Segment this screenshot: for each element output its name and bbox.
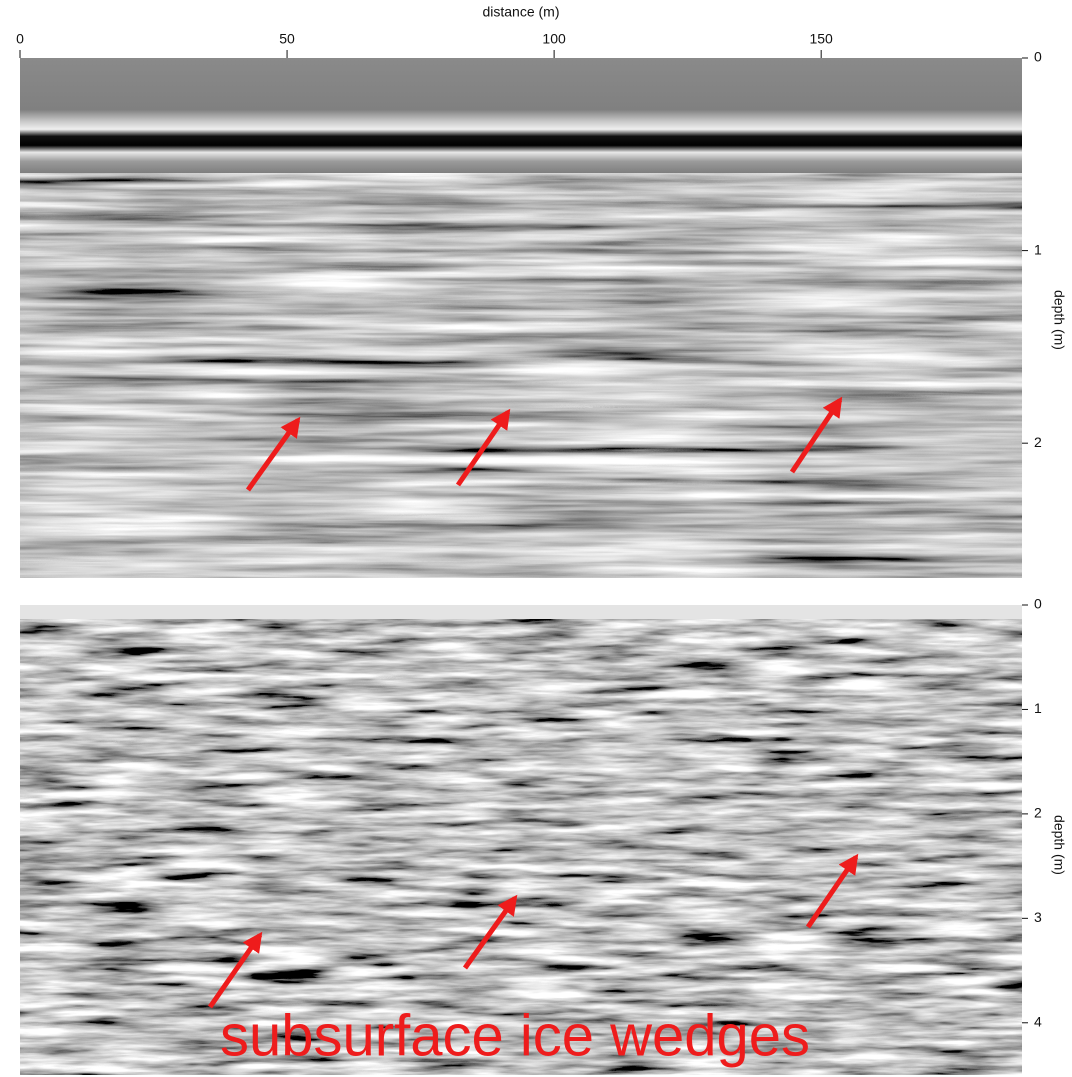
ticks: 0 50 100 150 0 1 2 0 1 2 3 4 bbox=[16, 31, 1042, 1030]
y-axis-label: depth (m) bbox=[1051, 815, 1067, 875]
arrows bbox=[207, 396, 859, 1009]
y-tick-label: 2 bbox=[1034, 805, 1042, 821]
x-tick-label: 0 bbox=[16, 31, 24, 47]
annotation: subsurface ice wedges bbox=[220, 1003, 810, 1068]
y-tick-label: 1 bbox=[1034, 700, 1042, 716]
y-tick-label: 2 bbox=[1034, 434, 1042, 450]
y-tick-label: 0 bbox=[1034, 596, 1042, 612]
y-tick-label: 1 bbox=[1034, 241, 1042, 257]
y-tick-label: 4 bbox=[1034, 1013, 1042, 1029]
top-radargram bbox=[20, 58, 1022, 578]
y-tick-label: 3 bbox=[1034, 909, 1042, 925]
bottom-radargram bbox=[20, 605, 1022, 1075]
x-tick-label: 100 bbox=[542, 31, 566, 47]
x-axis-label: distance (m) bbox=[482, 4, 559, 20]
y-tick-label: 0 bbox=[1034, 49, 1042, 65]
x-tick-label: 50 bbox=[279, 31, 295, 47]
y-axis-label: depth (m) bbox=[1051, 290, 1067, 350]
x-tick-label: 150 bbox=[809, 31, 833, 47]
